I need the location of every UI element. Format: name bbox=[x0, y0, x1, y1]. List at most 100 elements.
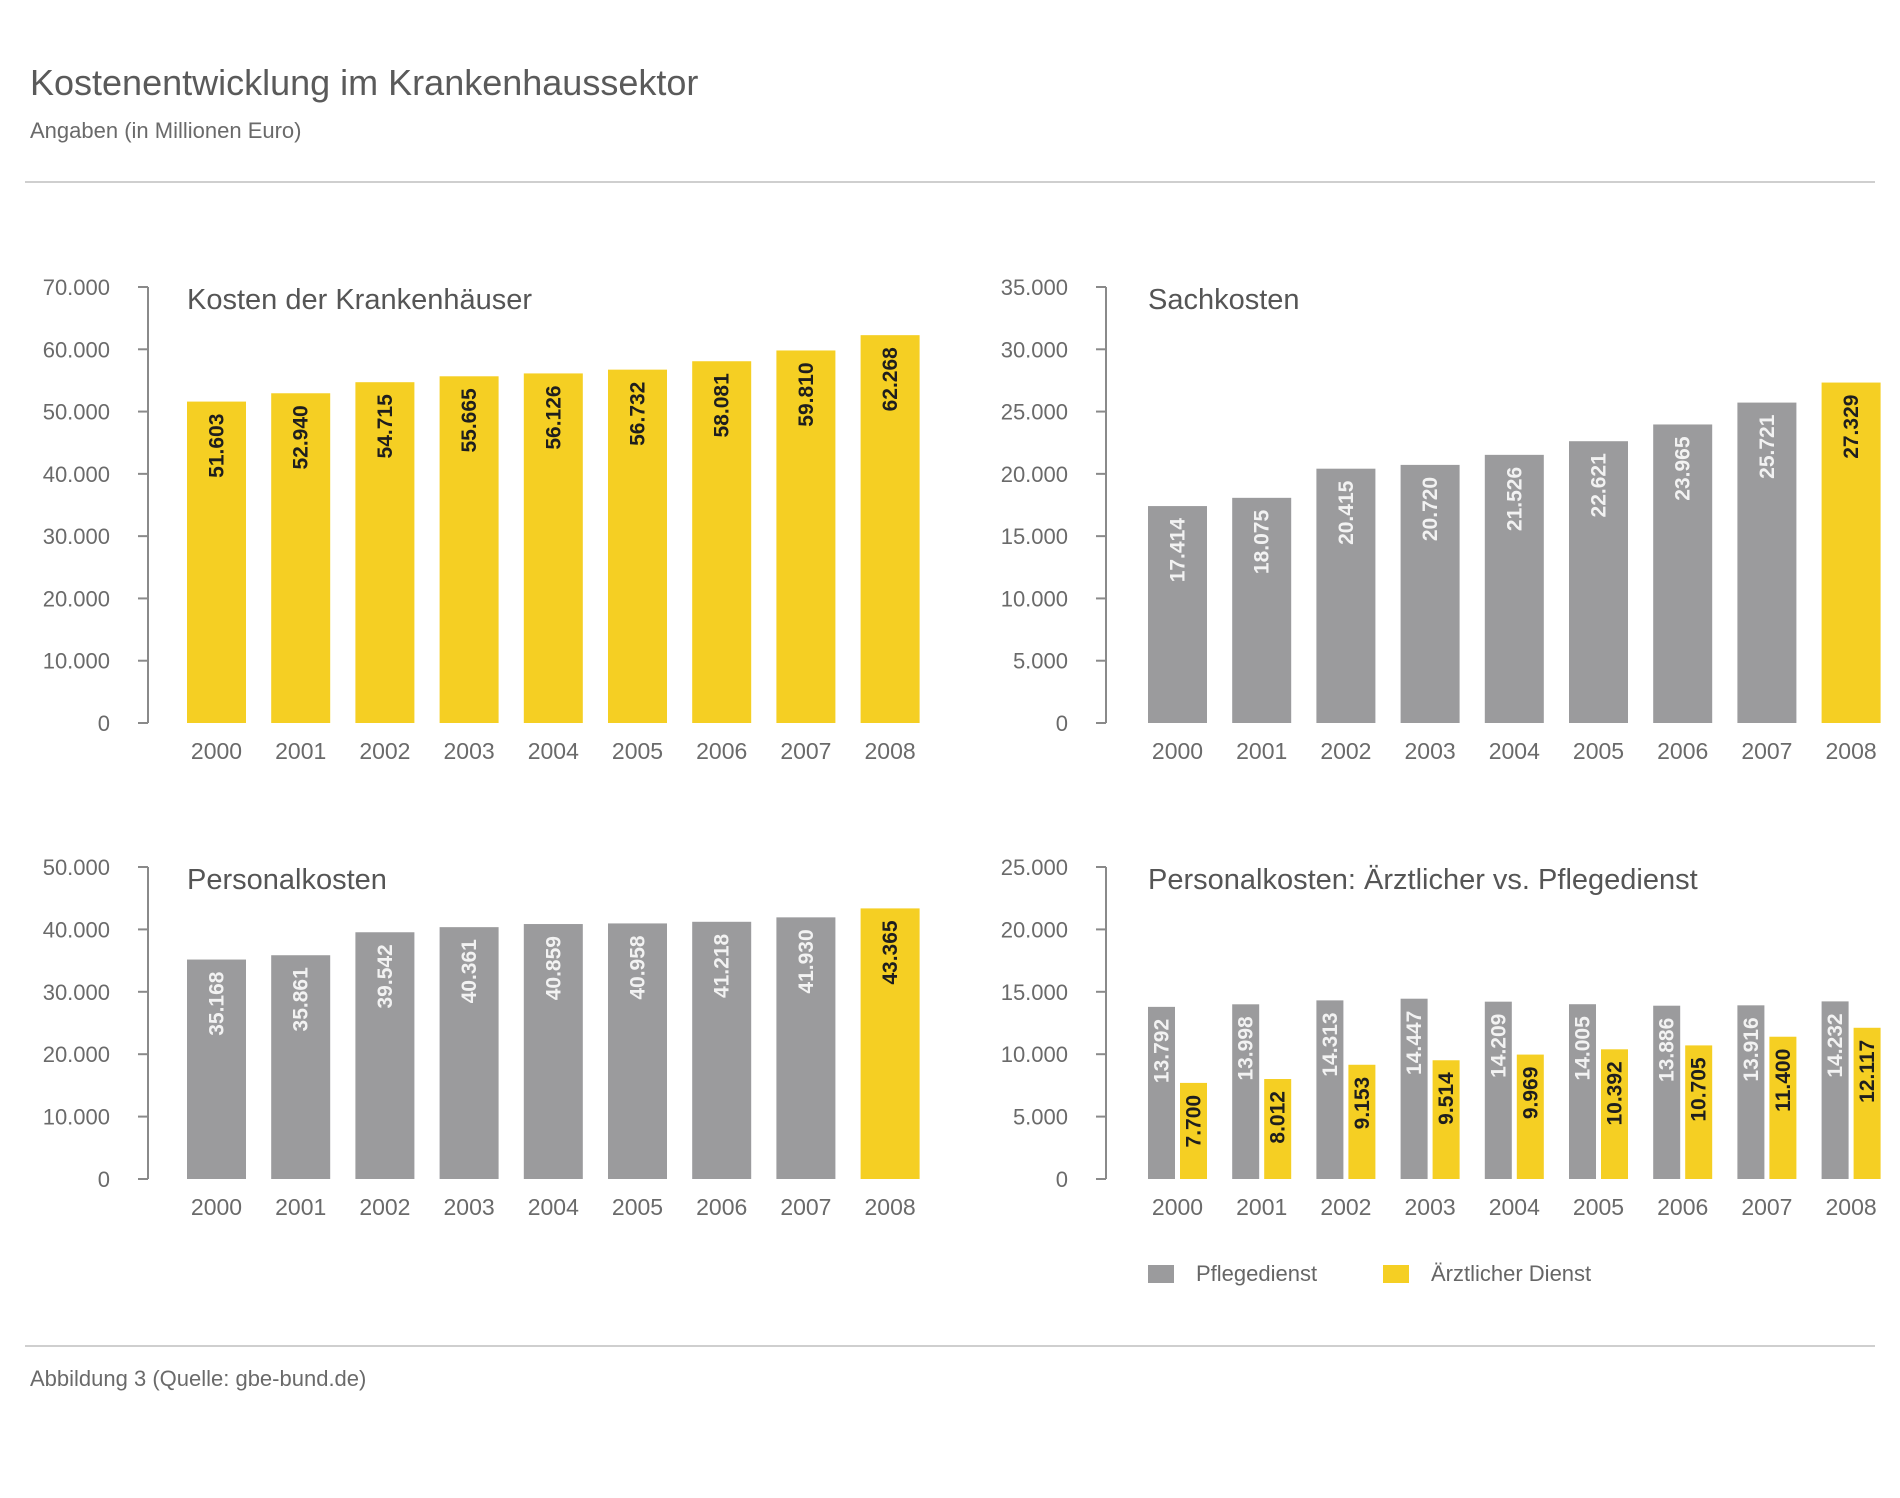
x-tick-label: 2005 bbox=[1573, 1194, 1624, 1220]
y-tick-label: 20.000 bbox=[1001, 917, 1068, 942]
bar-value-label: 41.930 bbox=[795, 929, 818, 993]
bar bbox=[1484, 1001, 1512, 1179]
y-tick-label: 40.000 bbox=[43, 462, 110, 487]
chart-title: Sachkosten bbox=[1148, 284, 1300, 316]
bar-value-label: 39.542 bbox=[374, 944, 397, 1008]
bar-value-label: 17.414 bbox=[1167, 518, 1190, 583]
bar-value-label: 11.400 bbox=[1772, 1049, 1795, 1112]
bar-value-label: 54.715 bbox=[374, 394, 397, 459]
bar-value-label: 14.232 bbox=[1824, 1013, 1847, 1077]
bar bbox=[439, 376, 499, 723]
bar-value-label: 40.361 bbox=[458, 939, 481, 1004]
bar-value-label: 14.209 bbox=[1487, 1014, 1510, 1078]
bar-value-label: 22.621 bbox=[1588, 453, 1611, 518]
bar bbox=[355, 932, 415, 1179]
x-tick-label: 2001 bbox=[1236, 1194, 1287, 1220]
bar bbox=[1432, 1060, 1460, 1179]
y-tick-label: 0 bbox=[1056, 711, 1068, 736]
bar bbox=[271, 955, 331, 1179]
bar bbox=[692, 361, 752, 723]
bar bbox=[1769, 1036, 1797, 1179]
bar bbox=[860, 908, 920, 1179]
x-tick-label: 2007 bbox=[1741, 1194, 1792, 1220]
chart-title: Personalkosten bbox=[187, 864, 387, 896]
y-tick-label: 0 bbox=[1056, 1167, 1068, 1192]
y-tick-label: 10.000 bbox=[1001, 1042, 1068, 1067]
bar-value-label: 12.117 bbox=[1856, 1040, 1879, 1103]
y-tick-label: 20.000 bbox=[1001, 462, 1068, 487]
y-tick-label: 25.000 bbox=[1001, 400, 1068, 425]
x-tick-label: 2003 bbox=[1405, 738, 1456, 764]
y-tick-label: 30.000 bbox=[43, 524, 110, 549]
bar-value-label: 35.168 bbox=[206, 971, 229, 1036]
bar bbox=[1821, 1001, 1849, 1179]
x-tick-label: 2003 bbox=[444, 738, 495, 764]
bar-value-label: 52.940 bbox=[290, 405, 313, 469]
bar bbox=[523, 924, 583, 1179]
x-tick-label: 2004 bbox=[528, 738, 579, 764]
bar bbox=[1148, 1006, 1175, 1179]
x-tick-label: 2006 bbox=[1657, 738, 1708, 764]
page-title: Kostenentwicklung im Krankenhaussektor bbox=[30, 62, 699, 103]
bar bbox=[1484, 454, 1544, 723]
x-tick-label: 2005 bbox=[1573, 738, 1624, 764]
source-note: Abbildung 3 (Quelle: gbe-bund.de) bbox=[30, 1366, 367, 1391]
y-tick-label: 60.000 bbox=[43, 337, 110, 362]
x-tick-label: 2002 bbox=[1320, 1194, 1371, 1220]
bar-value-label: 40.859 bbox=[542, 936, 565, 1000]
bar bbox=[1821, 382, 1881, 723]
chart-kosten-der-krankenhaeuser: 0 10.000 20.000 30.000 40.000 50.000 60.000 70.… bbox=[43, 275, 920, 764]
x-tick-label: 2003 bbox=[1405, 1194, 1456, 1220]
bar bbox=[187, 959, 246, 1179]
y-tick-label: 20.000 bbox=[43, 586, 110, 611]
bar bbox=[1516, 1054, 1544, 1179]
bar-value-label: 56.732 bbox=[627, 382, 650, 446]
bar bbox=[608, 369, 667, 723]
bar-value-label: 55.665 bbox=[458, 388, 481, 453]
page-subtitle: Angaben (in Millionen Euro) bbox=[30, 118, 302, 143]
bar-value-label: 18.075 bbox=[1251, 510, 1274, 575]
bar bbox=[1316, 468, 1376, 723]
x-tick-label: 2007 bbox=[780, 1194, 831, 1220]
legend-label: Ärztlicher Dienst bbox=[1431, 1261, 1591, 1286]
bar bbox=[187, 401, 246, 723]
y-tick-label: 70.000 bbox=[43, 275, 110, 300]
x-tick-label: 2002 bbox=[359, 738, 410, 764]
x-tick-label: 2007 bbox=[780, 738, 831, 764]
bar-value-label: 20.415 bbox=[1335, 480, 1358, 545]
x-tick-label: 2000 bbox=[191, 1194, 242, 1220]
bar-value-label: 23.965 bbox=[1672, 436, 1695, 501]
bar bbox=[776, 350, 836, 723]
bar bbox=[1180, 1082, 1207, 1179]
bar-value-label: 9.153 bbox=[1351, 1077, 1374, 1130]
x-tick-label: 2004 bbox=[528, 1194, 579, 1220]
bar-value-label: 21.526 bbox=[1503, 467, 1526, 531]
x-tick-label: 2004 bbox=[1489, 738, 1540, 764]
y-tick-label: 10.000 bbox=[1001, 586, 1068, 611]
x-tick-label: 2000 bbox=[1152, 1194, 1203, 1220]
bar bbox=[1400, 998, 1428, 1179]
x-tick-label: 2008 bbox=[1826, 1194, 1877, 1220]
x-tick-label: 2003 bbox=[444, 1194, 495, 1220]
bar bbox=[1232, 497, 1292, 723]
y-tick-label: 25.000 bbox=[1001, 855, 1068, 880]
x-tick-label: 2001 bbox=[275, 738, 326, 764]
legend-swatch bbox=[1148, 1265, 1174, 1283]
x-tick-label: 2008 bbox=[865, 1194, 916, 1220]
bar bbox=[1569, 1004, 1596, 1179]
bar-value-label: 9.514 bbox=[1435, 1072, 1458, 1125]
bar-value-label: 27.329 bbox=[1840, 395, 1863, 459]
y-tick-label: 50.000 bbox=[43, 855, 110, 880]
bar-value-label: 10.705 bbox=[1688, 1057, 1711, 1122]
top-divider bbox=[25, 181, 1875, 183]
bar bbox=[1653, 424, 1713, 723]
bar bbox=[1232, 1004, 1260, 1179]
bar-value-label: 25.721 bbox=[1756, 414, 1779, 479]
y-tick-label: 10.000 bbox=[43, 649, 110, 674]
y-tick-label: 15.000 bbox=[1001, 980, 1068, 1005]
bar-value-label: 14.313 bbox=[1319, 1012, 1342, 1076]
bar bbox=[1737, 1005, 1765, 1179]
bar bbox=[776, 917, 836, 1179]
chart-title: Kosten der Krankenhäuser bbox=[187, 284, 532, 316]
bottom-divider bbox=[25, 1345, 1875, 1347]
